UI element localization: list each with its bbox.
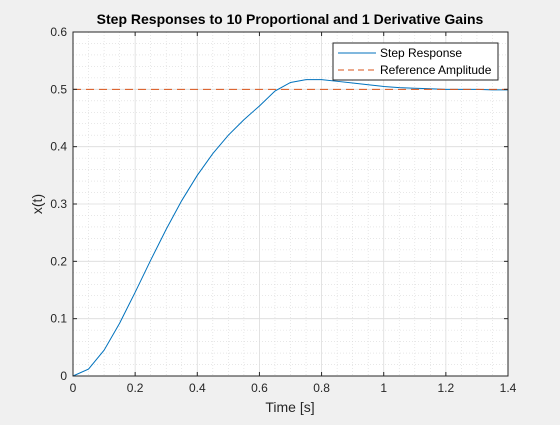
legend[interactable]: Step Response Reference Amplitude bbox=[332, 42, 499, 81]
y-tick-label: 0 bbox=[60, 369, 67, 383]
legend-box bbox=[332, 42, 499, 81]
legend-label-step-response: Step Response bbox=[380, 46, 462, 60]
x-tick-label: 0.2 bbox=[127, 381, 144, 395]
y-tick-label: 0.1 bbox=[50, 312, 67, 326]
x-tick-label: 0.6 bbox=[251, 381, 268, 395]
x-tick-label: 0.4 bbox=[189, 381, 206, 395]
y-axis-label: x(t) bbox=[29, 194, 45, 214]
x-tick-label: 1 bbox=[380, 381, 387, 395]
series-layer bbox=[72, 79, 508, 377]
chart-title: Step Responses to 10 Proportional and 1 … bbox=[97, 11, 484, 27]
y-tick-label: 0.2 bbox=[50, 254, 67, 268]
y-tick-label: 0.6 bbox=[50, 25, 67, 39]
y-tick-label: 0.3 bbox=[50, 197, 67, 211]
y-tick-label: 0.5 bbox=[50, 82, 67, 96]
x-axis-label: Time [s] bbox=[265, 399, 314, 415]
series-line-step-response bbox=[72, 79, 508, 377]
x-tick-label: 1.4 bbox=[500, 381, 517, 395]
legend-label-reference-amplitude: Reference Amplitude bbox=[380, 63, 492, 77]
tick-layer: 0 0.2 0.4 0.6 0.8 1 1.2 1.4 0 0.1 0.2 0.3 0.4 0.5 0.6 bbox=[50, 25, 516, 395]
x-tick-label: 0 bbox=[70, 381, 77, 395]
x-tick-label: 0.8 bbox=[313, 381, 330, 395]
y-tick-label: 0.4 bbox=[50, 140, 67, 154]
x-tick-label: 1.2 bbox=[438, 381, 455, 395]
